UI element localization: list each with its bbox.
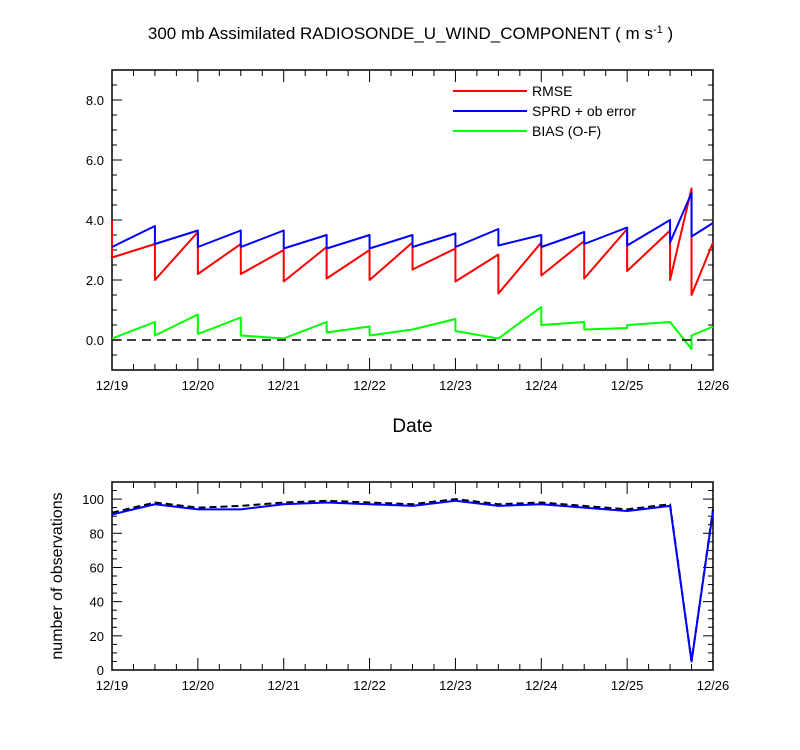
series-line-obs-possible [111, 498, 714, 663]
legend-label: BIAS (O-F) [532, 123, 601, 139]
y-tick-label: 80 [90, 526, 104, 541]
x-tick-label: 12/20 [182, 378, 215, 393]
legend-label: SPRD + ob error [532, 103, 636, 119]
y-tick-label: 8.0 [86, 93, 104, 108]
x-tick-label: 12/21 [267, 678, 300, 693]
x-tick-label: 12/20 [182, 678, 215, 693]
x-tick-label: 12/26 [697, 678, 730, 693]
y-tick-label: 0 [97, 663, 104, 678]
legend-label: RMSE [532, 83, 572, 99]
x-axis-label: Date [392, 416, 432, 437]
y-tick-label: 40 [90, 595, 104, 610]
series-line-rmse [111, 187, 714, 296]
x-tick-label: 12/22 [353, 378, 386, 393]
x-tick-label: 12/26 [697, 378, 730, 393]
y-tick-label: 60 [90, 560, 104, 575]
y-axis-label: number of observations [49, 492, 66, 659]
x-tick-label: 12/25 [611, 678, 644, 693]
x-tick-label: 12/19 [96, 378, 129, 393]
y-tick-label: 0.0 [86, 333, 104, 348]
top-panel: 12/19 12/20 12/21 12/22 12/23 12/24 12/25 12/26… [86, 24, 729, 437]
bottom-panel: 12/19 12/20 12/21 12/22 12/23 12/24 12/25 12/26… [49, 481, 730, 693]
series-line-bias-o-f- [111, 306, 714, 350]
series-line-sprd-ob-error [111, 192, 714, 250]
x-tick-label: 12/24 [525, 678, 558, 693]
x-tick-label: 12/22 [353, 678, 386, 693]
y-tick-label: 2.0 [86, 273, 104, 288]
y-tick-label: 100 [82, 492, 104, 507]
x-tick-label: 12/21 [267, 378, 300, 393]
y-tick-label: 4.0 [86, 213, 104, 228]
x-tick-label: 12/23 [439, 678, 472, 693]
x-tick-label: 12/19 [96, 678, 129, 693]
x-tick-label: 12/24 [525, 378, 558, 393]
series-line-obs-used [111, 499, 714, 663]
x-tick-label: 12/25 [611, 378, 644, 393]
chart-title: 300 mb Assimilated RADIOSONDE_U_WIND_COM… [148, 24, 673, 43]
y-tick-label: 20 [90, 629, 104, 644]
y-tick-label: 6.0 [86, 153, 104, 168]
x-tick-label: 12/23 [439, 378, 472, 393]
